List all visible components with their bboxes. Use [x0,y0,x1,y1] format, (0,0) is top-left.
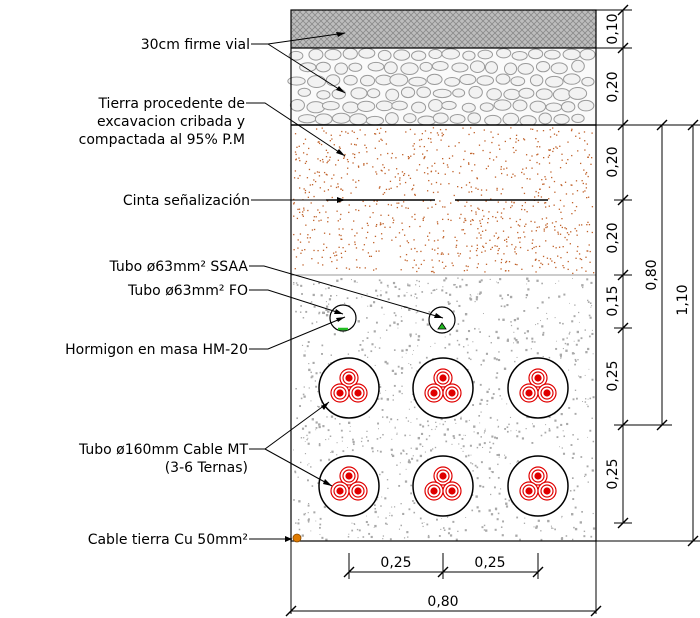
leader-arrowheads [285,32,443,542]
mt-cable [336,389,344,397]
dim-bottom-080: 0,80 [427,594,458,610]
leader-lines [246,32,444,540]
bottom-dim-ticks [285,566,602,617]
leader-fo [249,289,344,315]
mt-cable [430,487,438,495]
mt-conduits [318,357,569,517]
label-firme: 30cm firme vial [141,37,250,53]
label-tubo-ssaa: Tubo ø63mm² SSAA [109,259,249,275]
layer-asphalt [291,10,596,48]
mt-cable [448,389,456,397]
label-tierra-1: Tierra procedente de [97,96,245,112]
right-dim-ticks [617,4,699,547]
dim-020-c: 0,20 [605,222,621,253]
mt-cable [543,487,551,495]
label-cinta: Cinta señalización [123,193,250,209]
mt-cable [534,374,542,382]
leader-tierra [246,102,346,157]
mt-cable [345,472,353,480]
mt-cable [525,487,533,495]
trench-outline [290,9,597,542]
mt-cable [525,389,533,397]
right-dim-labels: 0,10 0,20 0,20 0,20 0,15 0,25 0,25 0,80 … [605,13,691,489]
ground-wire [292,533,302,543]
leader-firme-2 [267,43,346,94]
mt-cable [448,487,456,495]
label-hormigon: Hormigon en masa HM-20 [65,342,248,358]
soil-dots [293,127,595,275]
left-labels: 30cm firme vial Tierra procedente de exc… [65,37,250,548]
layer-gravel [291,48,596,125]
label-tubo-mt-2: (3-6 Ternas) [165,460,248,476]
mt-conduit [507,455,569,517]
dim-025-a: 0,25 [605,360,621,391]
mt-cable [336,487,344,495]
dim-080: 0,80 [644,259,660,290]
leader-ssaa [249,265,444,319]
dim-020-a: 0,20 [605,71,621,102]
mt-cable [439,374,447,382]
mt-conduit [412,357,474,419]
dim-bottom-025-b: 0,25 [474,555,505,571]
mt-cable [439,472,447,480]
mt-cable [534,472,542,480]
label-cable-tierra: Cable tierra Cu 50mm² [88,532,248,548]
conduit-ssaa [428,306,456,334]
bottom-dim-labels: 0,25 0,25 0,80 [380,555,505,610]
label-tubo-fo: Tubo ø63mm² FO [127,283,248,299]
dim-bottom-025-a: 0,25 [380,555,411,571]
label-tierra-2: excavacion cribada y [97,114,245,130]
ssaa-marker [437,322,447,330]
mt-cable [543,389,551,397]
dim-010: 0,10 [605,13,621,44]
mt-conduit [318,455,380,517]
mt-cable [354,487,362,495]
leader-mt-2 [264,448,333,487]
label-tierra-3: compactada al 95% P.M [79,132,245,148]
label-tubo-mt-1: Tubo ø160mm Cable MT [78,442,248,458]
mt-conduit [318,357,380,419]
mt-cable [345,374,353,382]
gravel-stones [287,47,596,127]
dim-020-b: 0,20 [605,146,621,177]
dim-025-b: 0,25 [605,458,621,489]
dim-110: 1,10 [675,284,691,315]
mt-cable [430,389,438,397]
mt-conduit [507,357,569,419]
mt-cable [354,389,362,397]
dim-015: 0,15 [605,285,621,316]
mt-conduit [412,455,474,517]
leader-hormigon [249,316,346,350]
